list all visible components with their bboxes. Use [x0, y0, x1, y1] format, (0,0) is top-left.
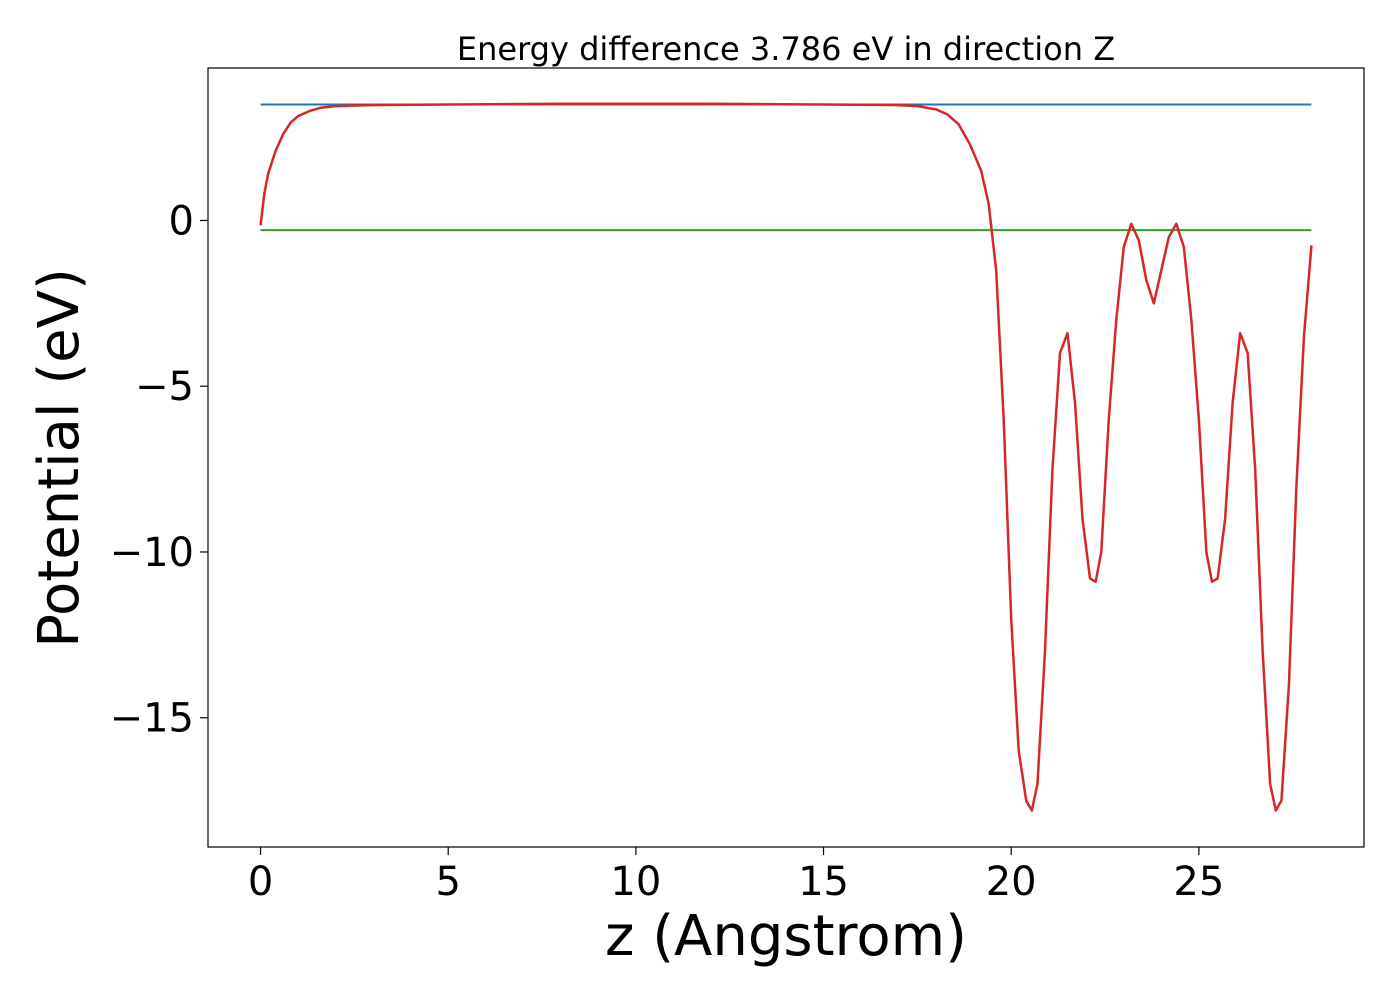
chart-title: Energy difference 3.786 eV in direction …	[457, 30, 1115, 68]
x-tick-label: 0	[248, 859, 273, 905]
x-tick-label: 15	[798, 859, 849, 905]
plot-frame	[207, 67, 1365, 848]
y-tick-label: −5	[135, 364, 194, 410]
x-axis-label: z (Angstrom)	[605, 904, 967, 969]
y-tick-label: −10	[110, 530, 194, 576]
x-tick-label: 25	[1173, 859, 1224, 905]
x-axis-ticks: 0 5 10 15 20 25	[248, 847, 1224, 905]
x-tick-label: 20	[986, 859, 1037, 905]
y-axis-ticks: 0 −5 −10 −15	[110, 198, 208, 742]
y-tick-label: −15	[110, 696, 194, 742]
series-layer	[259, 102, 1313, 812]
x-tick-label: 10	[610, 859, 661, 905]
y-axis-label: Potential (eV)	[27, 268, 92, 648]
y-tick-label: 0	[169, 198, 194, 244]
series-line-0	[259, 102, 1313, 812]
x-tick-label: 5	[435, 859, 460, 905]
